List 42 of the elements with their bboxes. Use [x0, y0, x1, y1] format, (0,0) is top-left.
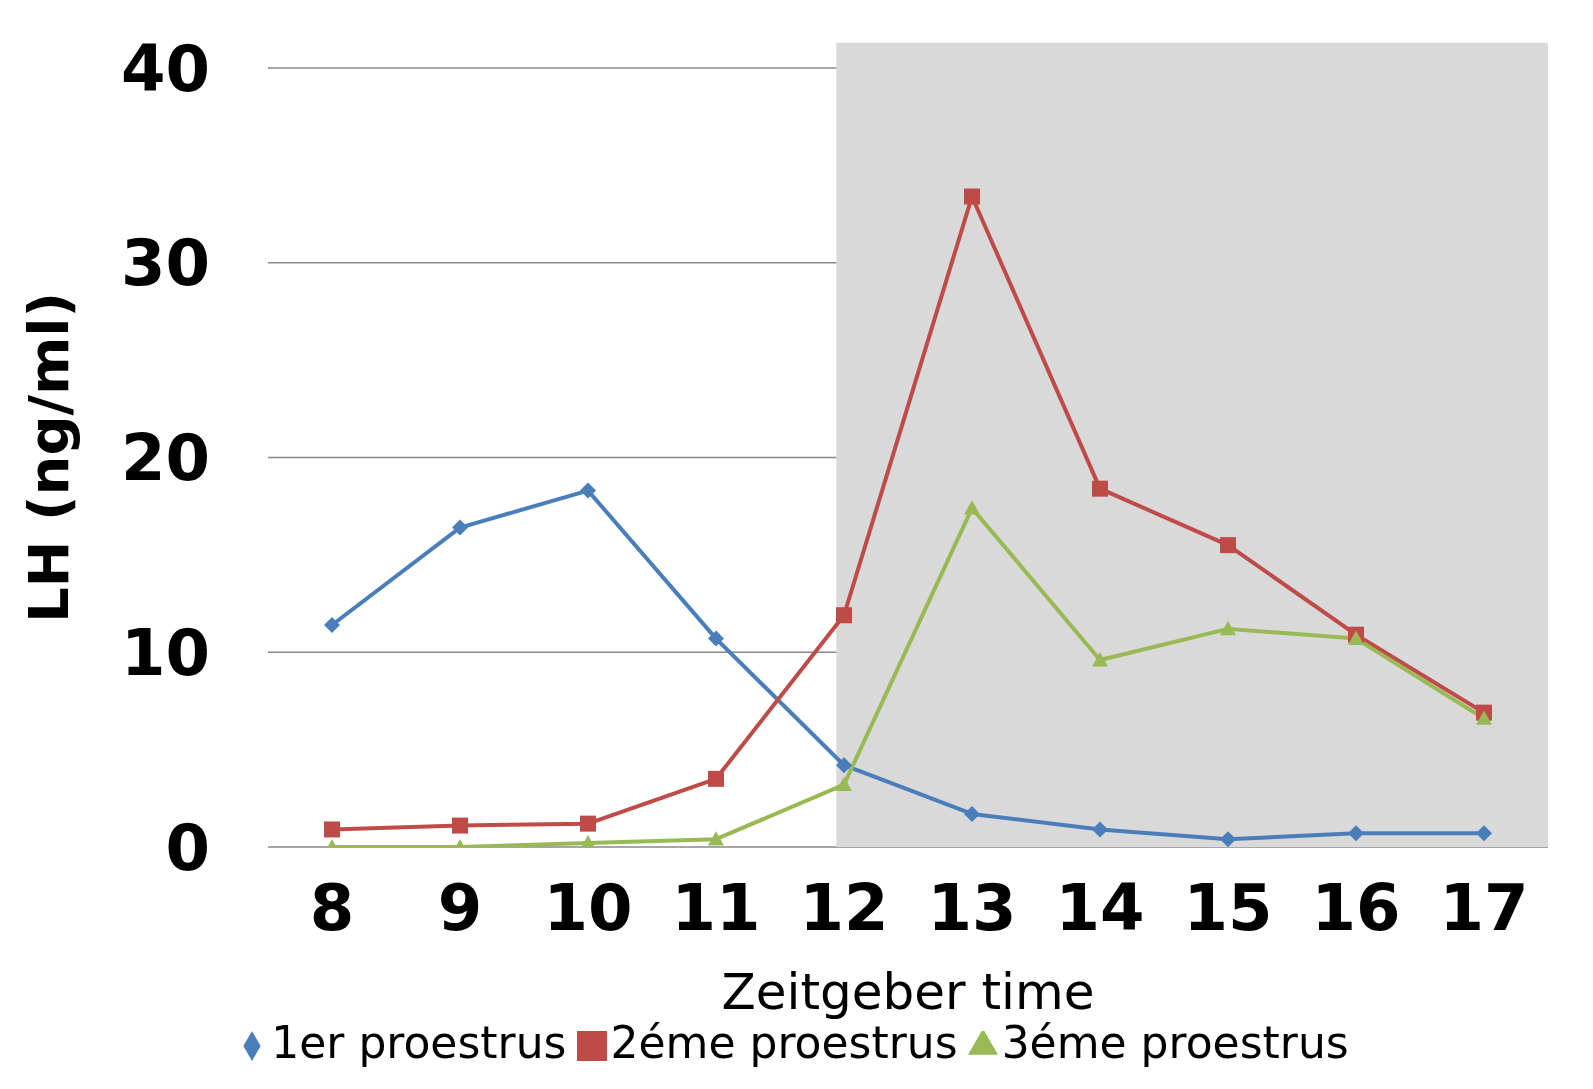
point [1348, 630, 1364, 646]
point [324, 821, 340, 838]
y-tick-label: 30 [120, 226, 210, 301]
point [1220, 537, 1236, 554]
x-tick-label: 14 [1055, 871, 1145, 946]
point [1092, 480, 1108, 497]
y-axis-title: LH (ng/ml) [15, 291, 81, 624]
point [708, 630, 724, 647]
point [1476, 710, 1492, 725]
point [964, 805, 980, 822]
x-tick-label: 11 [671, 871, 761, 946]
x-tick-label: 8 [309, 871, 355, 946]
y-tick-label: 20 [120, 421, 210, 496]
point [964, 188, 980, 205]
point [1476, 825, 1492, 842]
point [1348, 825, 1364, 842]
x-tick-label: 12 [799, 871, 889, 946]
x-tick-label: 13 [927, 871, 1017, 946]
legend-label: 1er proestrus [271, 1017, 567, 1068]
point [708, 770, 724, 787]
x-tick-label: 16 [1311, 871, 1401, 946]
x-tick-label: 10 [543, 871, 633, 946]
point [836, 757, 852, 774]
point [1092, 821, 1108, 838]
point [708, 831, 724, 846]
point [452, 519, 468, 536]
point [1092, 652, 1108, 667]
point [580, 815, 596, 832]
point [836, 776, 852, 792]
y-tick-label: 10 [120, 615, 210, 690]
x-tick-label: 15 [1183, 871, 1273, 946]
y-tick-label: 0 [165, 810, 210, 885]
point [836, 607, 852, 624]
y-tick-label: 40 [120, 31, 210, 106]
point [452, 817, 468, 834]
point [1220, 831, 1236, 847]
point [964, 500, 980, 515]
point [1220, 620, 1236, 636]
point [324, 616, 340, 633]
x-tick-label: 17 [1439, 871, 1529, 946]
point [580, 482, 596, 499]
x-tick-label: 9 [437, 871, 483, 946]
